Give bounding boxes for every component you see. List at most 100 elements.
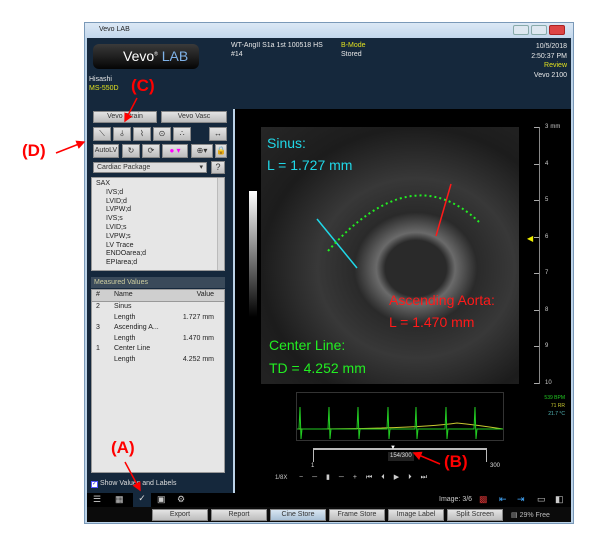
measurements-tab-icon[interactable]: ✓ [133, 493, 151, 507]
table-row[interactable]: Length 4.252 mm [92, 355, 224, 366]
vevo-vasc-button[interactable]: Vevo Vasc [161, 111, 227, 123]
faster-button[interactable]: + [352, 474, 366, 481]
speed-slider[interactable]: ─▮─ [312, 474, 353, 481]
split-screen-button[interactable]: Split Screen [447, 509, 503, 521]
image-label-button[interactable]: Image Label [388, 509, 444, 521]
scale-unit: mm [550, 124, 561, 130]
minimize-button[interactable] [513, 25, 529, 35]
list-item[interactable]: LVID;d [106, 197, 127, 205]
heart-rate: 539 BPM [544, 395, 565, 401]
linear-measure-icon[interactable]: ⟍ [93, 127, 111, 141]
scale-tick [534, 127, 539, 128]
list-item[interactable]: ENDOarea;d [106, 250, 147, 258]
color-picker-button[interactable]: ● ▾ [162, 144, 188, 158]
lock-icon[interactable]: 🔒 [215, 144, 227, 158]
list-tab-icon[interactable]: ☰ [93, 494, 102, 504]
playback-speed: 1/8X [275, 475, 288, 481]
aorta-value: L = 1.470 mm [389, 314, 475, 330]
trace-icon[interactable]: ⌇ [133, 127, 151, 141]
help-button[interactable]: ? [211, 161, 225, 174]
maximize-button[interactable] [531, 25, 547, 35]
image-viewport[interactable]: Sinus: L = 1.727 mm Ascending Aorta: L =… [235, 109, 571, 493]
scale-tick [534, 346, 539, 347]
center-line[interactable] [327, 194, 480, 252]
list-item[interactable]: LVID;s [106, 223, 127, 231]
frame-counter: 154/300 [388, 452, 414, 461]
rotate-icon[interactable]: ↻ [122, 144, 140, 158]
settings-tab-icon[interactable]: ⚙ [177, 494, 186, 504]
list-item[interactable]: IVS;d [106, 188, 124, 196]
list-item[interactable]: LVPW;s [106, 232, 131, 240]
aorta-line[interactable] [435, 183, 452, 237]
cine-store-button[interactable]: Cine Store [270, 509, 326, 521]
scale-tick-label: 4 [545, 161, 548, 167]
aorta-label: Ascending Aorta: [389, 292, 495, 308]
cycle-icon[interactable]: ⟳ [142, 144, 160, 158]
app-window: Vevo LAB Vevo® LAB Hisashi MS-550D WT-An… [84, 22, 574, 524]
sinus-line[interactable] [316, 218, 358, 269]
close-button[interactable] [549, 25, 565, 35]
zoom-dropdown-button[interactable]: ⊕▾ [191, 144, 213, 158]
export-button[interactable]: Export [152, 509, 208, 521]
next-image-icon[interactable]: ⇥ [517, 494, 525, 504]
table-row[interactable]: 1 Center Line [92, 344, 224, 355]
first-frame-button[interactable]: ⏮ [365, 474, 382, 481]
frame-slider[interactable]: ▼ 154/300 [313, 445, 487, 462]
list-item[interactable]: LV Trace [106, 241, 134, 249]
split-view-icon[interactable]: ◧ [555, 494, 564, 504]
disk-icon: ▤ [511, 512, 518, 519]
filmstrip-icon[interactable]: ▭ [537, 494, 546, 504]
grayscale-bar [249, 191, 257, 317]
table-row[interactable]: Length 1.727 mm [92, 313, 224, 324]
temperature: 21.7 °C [548, 411, 565, 417]
table-cell: 3 [96, 324, 100, 331]
checkbox-icon[interactable]: ✓ [91, 481, 98, 488]
horizontal-measure-icon[interactable]: ↔ [209, 127, 227, 141]
package-value: Cardiac Package [97, 164, 151, 171]
list-item[interactable]: IVS;s [106, 215, 123, 223]
panel-tabs: ☰ ▦ ✓ ▣ ⚙ Image: 3/6 ▩ ⇤ ⇥ ▭ ◧ [87, 493, 571, 507]
slower-button[interactable]: − [299, 474, 313, 481]
next-frame-button[interactable]: ⏵ [408, 474, 421, 481]
play-button[interactable]: ▶ [393, 474, 409, 481]
scale-tick-value: 8 [545, 306, 549, 313]
autolv-button[interactable]: AutoLV [93, 144, 119, 158]
last-frame-button[interactable]: ⏭ [420, 474, 436, 481]
measurement-list[interactable]: SAX IVS;d LVID;d LVPW;d IVS;s LVID;s LVP… [91, 177, 225, 271]
list-item[interactable]: SAX [96, 180, 111, 187]
table-cell: Sinus [114, 303, 132, 310]
angle-icon[interactable]: ∴ [173, 127, 191, 141]
frame-marker-icon[interactable]: ▼ [390, 445, 396, 451]
scale-tick-label: 6 [545, 234, 548, 240]
scrollbar[interactable] [217, 178, 224, 270]
ultrasound-image[interactable]: Sinus: L = 1.727 mm Ascending Aorta: L =… [261, 127, 519, 384]
table-cell: 1.470 mm [182, 334, 214, 342]
frame-end: 300 [490, 463, 501, 469]
measured-values-table: # Name Value 2 Sinus Length 1.727 mm 3 Ascend… [91, 289, 225, 473]
list-item[interactable]: LVPW;d [106, 206, 132, 214]
vevo-lab-logo: Vevo® LAB [93, 44, 199, 69]
delete-image-icon[interactable]: ▩ [479, 494, 488, 504]
previous-image-icon[interactable]: ⇤ [499, 494, 507, 504]
table-row[interactable]: 2 Sinus [92, 302, 224, 313]
ellipse-icon[interactable]: ⊙ [153, 127, 171, 141]
table-row[interactable]: 3 Ascending A... [92, 323, 224, 334]
series-number: #14 [231, 51, 243, 58]
table-row[interactable]: Length 1.470 mm [92, 334, 224, 345]
col-name: Name [114, 291, 133, 298]
table-cell: 4.252 mm [182, 355, 214, 363]
title-bar: Vevo LAB [85, 23, 573, 38]
prev-frame-button[interactable]: ⏴ [381, 474, 394, 481]
list-item[interactable]: EPIarea;d [106, 259, 138, 267]
center-line-label: Center Line: [269, 337, 346, 353]
frame-store-button[interactable]: Frame Store [329, 509, 385, 521]
ecg-tab-icon[interactable]: ▣ [157, 494, 166, 504]
layout-tab-icon[interactable]: ▦ [115, 494, 124, 504]
table-cell: Ascending A... [114, 324, 159, 331]
package-select[interactable]: Cardiac Package ▾ [93, 162, 207, 173]
focus-marker-icon[interactable]: ◀ [527, 234, 534, 243]
depth-measure-icon[interactable]: ⫰ [113, 127, 131, 141]
report-button[interactable]: Report [211, 509, 267, 521]
scale-tick [534, 382, 539, 384]
transducer: MS-550D [89, 85, 119, 92]
